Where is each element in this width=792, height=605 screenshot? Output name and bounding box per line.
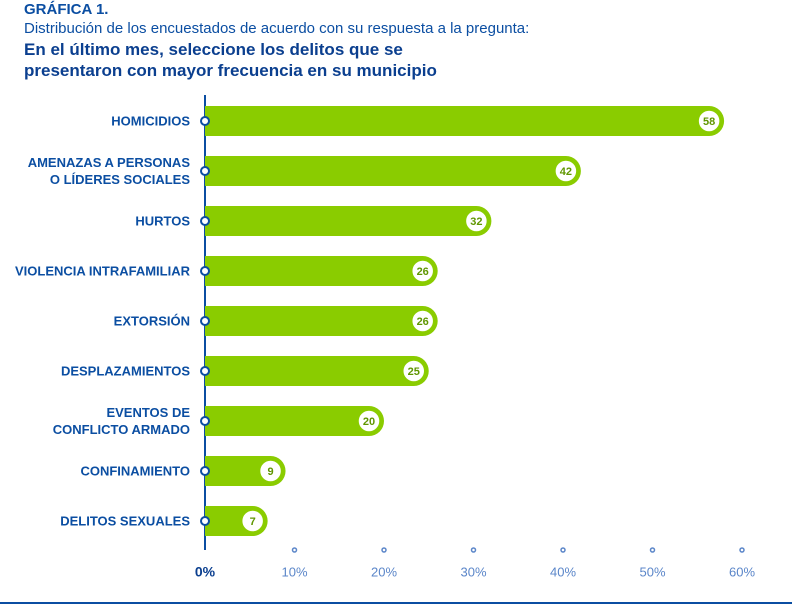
category-label: AMENAZAS A PERSONAS O LÍDERES SOCIALES: [27, 155, 190, 187]
x-tick-label: 60%: [729, 564, 755, 579]
category-dot: [200, 416, 210, 426]
value-label: 20: [363, 416, 375, 428]
value-label: 42: [560, 166, 572, 178]
category-dot: [200, 316, 210, 326]
category-dot: [200, 366, 210, 376]
value-label: 26: [417, 316, 429, 328]
category-dot: [200, 266, 210, 276]
category-dot: [200, 116, 210, 126]
category-label: CONFINAMIENTO: [80, 463, 190, 479]
value-badge: [357, 409, 381, 433]
bar: [205, 256, 438, 286]
value-badge: [258, 459, 283, 483]
value-label: 58: [703, 116, 715, 128]
category-dot: [200, 466, 210, 476]
value-badge: [410, 259, 435, 283]
x-tick-label: 50%: [639, 564, 665, 579]
x-tick-label: 20%: [371, 564, 397, 579]
chart-subtitle: Distribución de los encuestados de acuer…: [24, 20, 530, 37]
value-badge: [554, 159, 578, 183]
chart-title: GRÁFICA 1.: [24, 1, 109, 18]
category-label: DELITOS SEXUALES: [60, 513, 190, 529]
category-label: HURTOS: [135, 213, 190, 229]
bar: [205, 156, 581, 186]
value-label: 26: [417, 266, 429, 278]
x-tick: [291, 547, 298, 553]
category-label: EXTORSIÓN: [113, 313, 190, 329]
value-badge: [464, 209, 489, 233]
category-label: DESPLAZAMIENTOS: [60, 363, 190, 379]
x-tick-label: 30%: [460, 564, 486, 579]
category-dot: [200, 216, 210, 226]
x-tick: [470, 547, 477, 553]
x-tick: [560, 547, 566, 553]
bar: [205, 106, 725, 136]
bar: [205, 306, 438, 336]
category-label: HOMICIDIOS: [111, 113, 190, 129]
value-badge: [410, 309, 435, 333]
x-tick: [381, 547, 387, 553]
category-dot: [200, 166, 210, 176]
x-tick-label: 0%: [195, 564, 216, 580]
bar: [205, 356, 429, 386]
value-badge: [240, 509, 265, 533]
value-badge: [402, 359, 426, 383]
value-badge: [697, 109, 721, 133]
x-tick-label: 10%: [281, 564, 307, 579]
value-label: 32: [470, 216, 482, 228]
bar: [205, 406, 384, 436]
value-label: 25: [408, 366, 420, 378]
x-tick: [649, 547, 656, 553]
value-label: 7: [250, 516, 256, 528]
category-dot: [200, 516, 210, 526]
chart-question: En el último mes, seleccione los delitos…: [24, 40, 437, 80]
x-tick-label: 40%: [550, 564, 576, 579]
bar: [205, 206, 492, 236]
value-label: 9: [267, 466, 273, 478]
category-label: VIOLENCIA INTRAFAMILIAR: [14, 263, 190, 279]
x-tick: [739, 547, 745, 553]
category-label: EVENTOS DE CONFLICTO ARMADO: [52, 405, 190, 437]
